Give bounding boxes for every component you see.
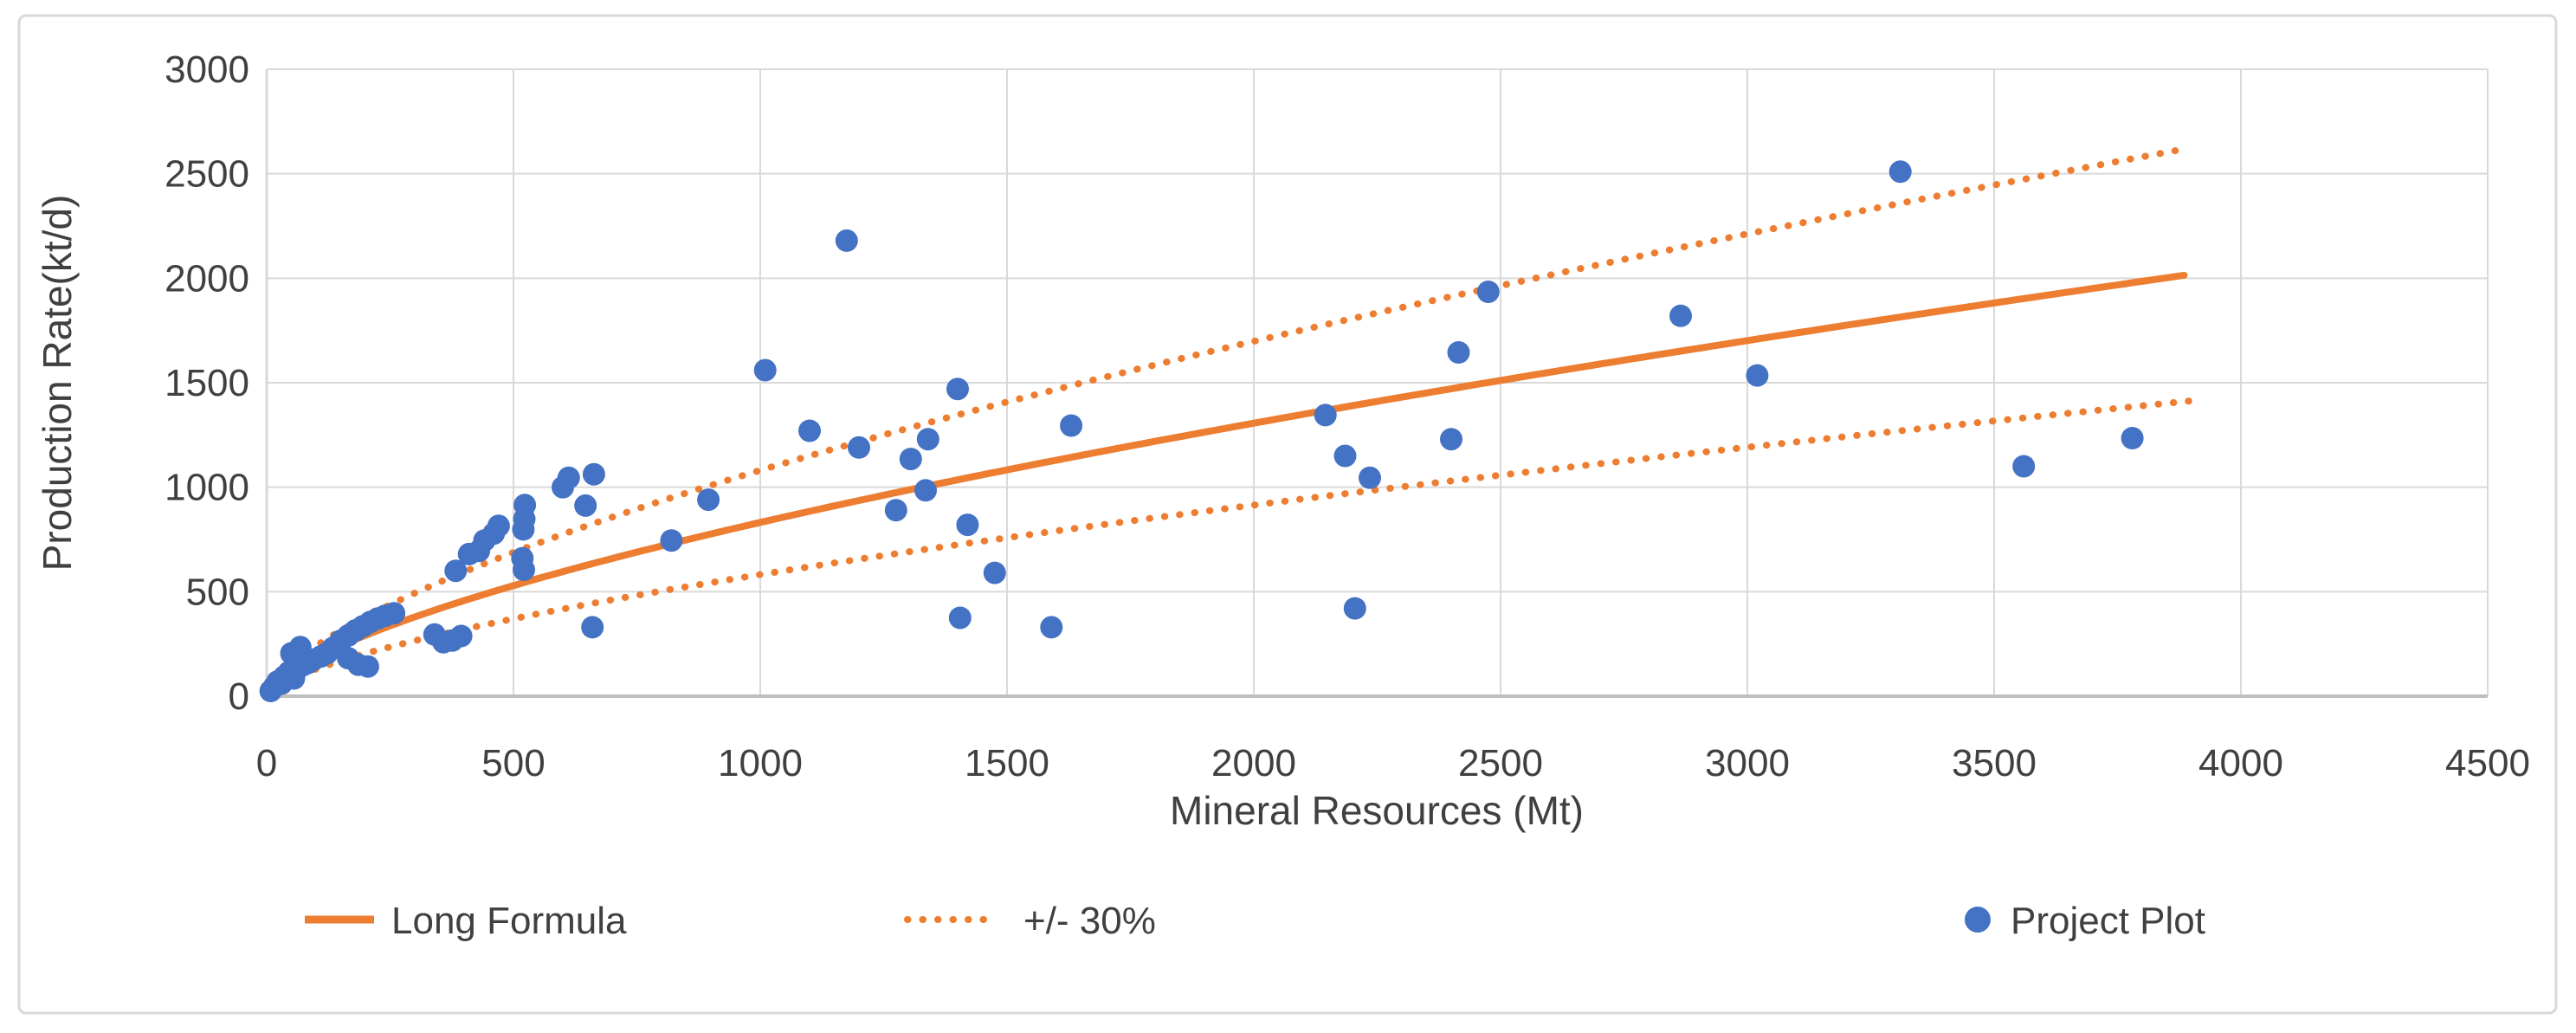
long-formula-curve: [265, 271, 2188, 694]
scatter-point: [582, 462, 605, 486]
lower-30-percent-dotted-line: [270, 397, 2193, 692]
scatter-point: [1040, 616, 1063, 639]
scatter-point: [983, 561, 1006, 584]
legend-label-project-plot: Project Plot: [2011, 900, 2205, 942]
chart-border: [17, 14, 2558, 1015]
scatter-point: [946, 378, 969, 401]
x-tick-label: 2500: [1458, 742, 1543, 784]
scatter-point: [557, 466, 580, 489]
x-axis-title: Mineral Resources (Mt): [1170, 788, 1584, 833]
scatter-point: [356, 655, 379, 678]
legend: Long Formula +/- 30% Project Plot: [305, 900, 2205, 942]
scatter-point: [916, 428, 939, 451]
plus-minus-30-band-lines: [270, 145, 2193, 692]
scatter-point: [1476, 281, 1500, 303]
scatter-point: [914, 479, 937, 502]
scatter-point: [2012, 455, 2036, 478]
legend-item-long-formula: Long Formula: [305, 900, 627, 942]
y-tick-label: 2500: [165, 153, 249, 196]
scatter-point: [899, 448, 922, 471]
y-tick-label: 0: [229, 675, 249, 718]
scatter-point: [1669, 304, 1692, 327]
axis-lines: [265, 69, 2488, 698]
scatter-point: [660, 529, 683, 552]
project-plot-points: [259, 160, 2144, 702]
y-tick-label: 2000: [165, 257, 249, 300]
scatter-point: [1359, 466, 1381, 489]
legend-label-long-formula: Long Formula: [391, 900, 627, 942]
scatter-point: [449, 624, 473, 648]
x-tick-label: 1500: [965, 742, 1049, 784]
scatter-point: [753, 358, 777, 382]
scatter-point: [1333, 444, 1357, 468]
scatter-point: [513, 494, 537, 517]
y-tick-label: 1000: [165, 467, 249, 509]
x-tick-label: 1000: [718, 742, 803, 784]
long-formula-trend-line: [265, 271, 2188, 694]
x-tick-label: 3500: [1952, 742, 2037, 784]
scatter-point: [1746, 364, 1769, 387]
scatter-point: [1440, 428, 1462, 451]
scatter-point: [513, 558, 535, 581]
legend-label-plus-minus-30: +/- 30%: [1023, 900, 1156, 942]
scatter-point: [444, 559, 468, 583]
scatter-point: [581, 616, 604, 639]
y-tick-label: 1500: [165, 362, 249, 404]
y-tick-label: 3000: [165, 48, 249, 91]
scatter-point: [2121, 427, 2144, 449]
scatter-point: [1888, 160, 1912, 184]
scatter-point: [697, 488, 720, 512]
scatter-point: [383, 602, 406, 625]
y-tick-label: 500: [186, 571, 249, 613]
x-tick-label: 4500: [2445, 742, 2530, 784]
x-tick-label: 3000: [1705, 742, 1790, 784]
x-tick-label: 4000: [2198, 742, 2283, 784]
legend-item-project-plot: Project Plot: [1965, 900, 2205, 942]
y-axis-title: Production Rate(kt/d): [35, 195, 80, 571]
circle-marker-swatch-icon: [1965, 907, 1991, 933]
x-axis-tick-labels: 0 500 1000 1500 2000 2500 3000 3500 4000 4500: [256, 742, 2530, 784]
scatter-point: [1314, 404, 1337, 427]
scatter-point: [574, 494, 597, 517]
scatter-point: [956, 513, 979, 537]
scatter-point: [1447, 341, 1470, 364]
legend-item-plus-minus-30: +/- 30%: [904, 900, 1156, 942]
scatter-point: [487, 514, 510, 538]
x-tick-label: 0: [256, 742, 277, 784]
y-axis-tick-labels: 0 500 1000 1500 2000 2500 3000: [165, 48, 249, 718]
scatter-point: [798, 419, 821, 442]
x-tick-label: 2000: [1211, 742, 1296, 784]
scatter-point: [1343, 597, 1366, 620]
x-tick-label: 500: [481, 742, 545, 784]
scatter-point: [948, 606, 972, 629]
scatter-point: [884, 499, 907, 522]
scatter-point: [1060, 414, 1083, 437]
scatter-point: [835, 229, 858, 252]
scatter-point: [848, 436, 870, 459]
